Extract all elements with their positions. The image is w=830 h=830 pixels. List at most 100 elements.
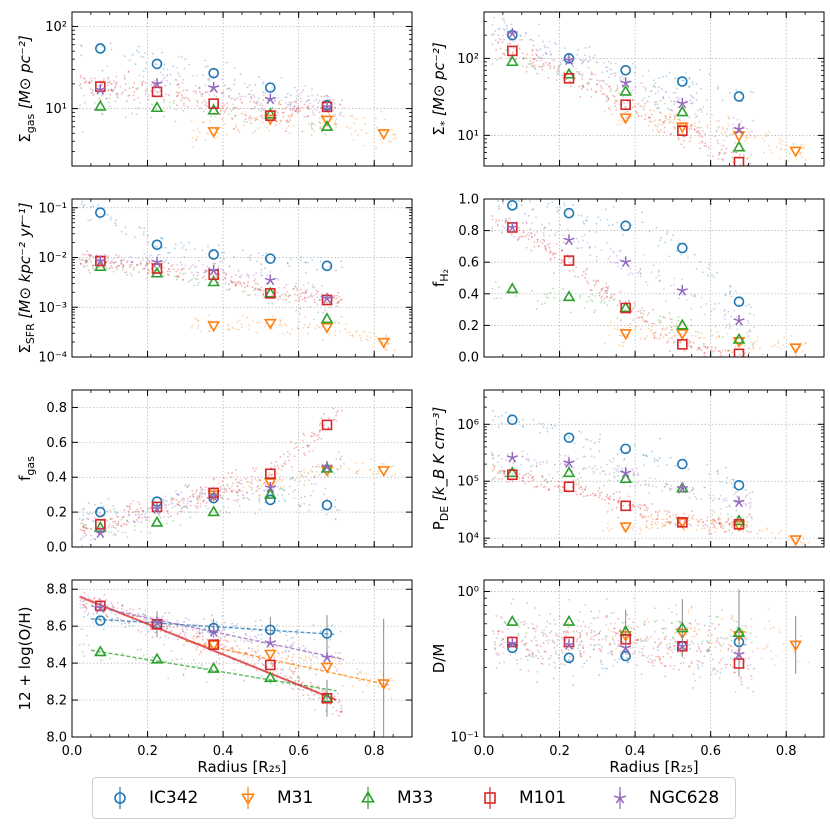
cloud-point	[572, 269, 574, 272]
cloud-point	[657, 319, 659, 322]
cloud-point	[188, 99, 191, 102]
cloud-point	[182, 505, 185, 508]
cloud-point	[774, 536, 777, 539]
cloud-point	[717, 472, 719, 475]
cloud-point	[578, 70, 581, 73]
cloud-point	[78, 258, 81, 261]
cloud-point	[596, 279, 599, 282]
cloud-point	[143, 227, 146, 230]
cloud-point	[249, 486, 252, 488]
cloud-point	[162, 501, 165, 504]
marker-ic342	[208, 67, 219, 79]
marker-m101	[563, 481, 575, 493]
cloud-point	[217, 265, 220, 268]
cloud-point	[552, 477, 554, 480]
cloud-point	[543, 227, 545, 230]
cloud-point	[334, 123, 337, 126]
cloud-point	[302, 284, 305, 286]
cloud-point	[719, 494, 722, 497]
cloud-point	[335, 126, 337, 129]
cloud-point	[280, 319, 283, 322]
cloud-point	[83, 535, 85, 538]
cloud-point	[611, 223, 614, 226]
cloud-point	[231, 491, 233, 493]
cloud-point	[716, 126, 719, 129]
cloud-point	[195, 139, 198, 142]
cloud-point	[116, 511, 119, 514]
cloud-point	[232, 103, 235, 106]
cloud-point	[385, 334, 388, 337]
cloud-point	[675, 325, 677, 328]
cloud-point	[714, 135, 717, 138]
cloud-point	[708, 530, 710, 533]
cloud-point	[115, 92, 118, 95]
cloud-point	[208, 79, 211, 82]
cloud-point	[493, 466, 496, 468]
cloud-point	[288, 294, 290, 297]
cloud-point	[383, 118, 386, 121]
cloud-point	[154, 246, 157, 248]
cloud-point	[801, 542, 804, 545]
cloud-point	[506, 481, 509, 484]
cloud-point	[691, 124, 693, 126]
cloud-point	[277, 107, 280, 110]
cloud-point	[394, 133, 397, 136]
cloud-point	[752, 343, 754, 345]
cloud-point	[344, 328, 346, 330]
cloud-point	[239, 282, 242, 284]
cloud-point	[581, 73, 584, 75]
cloud-point	[743, 140, 746, 142]
cloud-point	[548, 246, 551, 249]
cloud-point	[278, 100, 281, 103]
cloud-point	[611, 460, 614, 463]
cloud-point	[717, 86, 720, 88]
cloud-point	[642, 312, 645, 315]
cloud-point	[654, 86, 657, 89]
cloud-point	[512, 462, 515, 465]
cloud-point	[664, 510, 667, 512]
cloud-point	[206, 496, 208, 499]
cloud-point	[203, 493, 206, 496]
cloud-point	[284, 107, 286, 110]
cloud-point	[82, 523, 85, 525]
cloud-point	[623, 102, 625, 104]
cloud-point	[613, 251, 616, 254]
cloud-point	[94, 538, 96, 541]
cloud-point	[559, 299, 561, 302]
cloud-point	[113, 532, 116, 535]
cloud-point	[604, 342, 606, 345]
cloud-point	[259, 104, 261, 107]
cloud-point	[222, 93, 225, 96]
marker-arm	[681, 290, 687, 296]
cloud-point	[716, 330, 719, 333]
marker-arm	[326, 466, 331, 472]
cloud-point	[257, 287, 260, 290]
cloud-point	[525, 70, 528, 73]
cloud-point	[639, 337, 642, 340]
cloud-point	[650, 523, 653, 526]
marker-arm	[151, 506, 158, 510]
cloud-point	[297, 105, 300, 107]
cloud-point	[336, 301, 339, 304]
cloud-point	[219, 488, 222, 491]
cloud-point	[528, 234, 531, 237]
cloud-point	[144, 89, 147, 92]
cloud-point	[207, 245, 209, 248]
cloud-point	[300, 288, 302, 291]
marker-ngc628	[563, 54, 575, 66]
cloud-point	[173, 275, 176, 278]
cloud-point	[291, 328, 293, 331]
marker-arm	[323, 298, 328, 304]
cloud-point	[544, 244, 547, 247]
cloud-point	[143, 253, 146, 255]
cloud-point	[673, 115, 676, 117]
cloud-point	[608, 255, 611, 258]
cloud-point	[656, 106, 659, 109]
cloud-point	[537, 245, 540, 247]
cloud-point	[324, 487, 327, 490]
cloud-point	[316, 296, 319, 299]
cloud-point	[749, 134, 751, 136]
cloud-point	[713, 519, 716, 522]
cloud-point	[657, 514, 659, 517]
